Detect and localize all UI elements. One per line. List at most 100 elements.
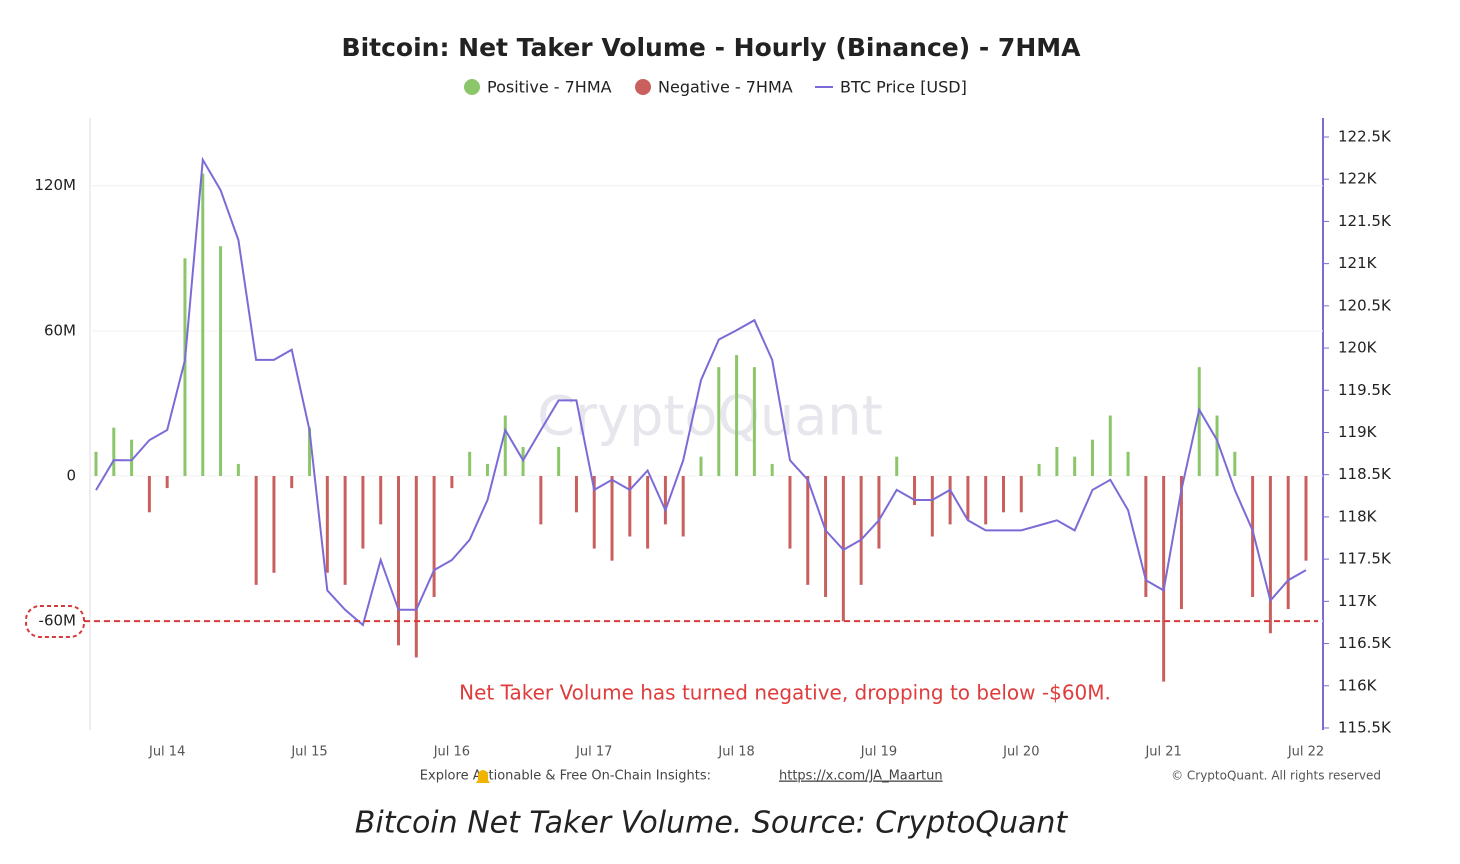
x-tick-label: Jul 19: [860, 745, 897, 760]
bar: [539, 476, 543, 525]
legend-swatch: [464, 79, 480, 95]
bar: [503, 415, 507, 477]
bar: [699, 456, 703, 477]
bar: [308, 427, 312, 477]
bar: [966, 476, 970, 520]
x-tick-label: Jul 22: [1287, 745, 1324, 760]
y-tick-label: -60M: [39, 612, 76, 630]
y2-tick-label: 118.5K: [1338, 465, 1392, 483]
y-tick-label: 60M: [44, 321, 76, 339]
bar: [201, 173, 205, 477]
bar: [574, 476, 578, 513]
bar: [1073, 456, 1077, 477]
bell-icon: [476, 770, 490, 783]
watermark: CryptoQuant: [537, 385, 883, 448]
caption: Bitcoin Net Taker Volume. Source: Crypto…: [355, 806, 1069, 841]
x-tick-label: Jul 15: [290, 745, 327, 760]
y2-tick-label: 122.5K: [1338, 127, 1392, 145]
chart-title: Bitcoin: Net Taker Volume - Hourly (Bina…: [342, 33, 1082, 62]
footer-text: Explore Actionable & Free On-Chain Insig…: [420, 769, 711, 784]
y2-tick-label: 121K: [1338, 254, 1378, 272]
bar: [930, 476, 934, 537]
bar: [361, 476, 365, 549]
bar: [984, 476, 988, 525]
copyright: © CryptoQuant. All rights reserved: [1171, 769, 1381, 783]
bar: [913, 476, 917, 506]
price-line: [95, 156, 1307, 627]
bar: [824, 476, 828, 597]
bar: [254, 476, 258, 585]
y2-tick-label: 122K: [1338, 170, 1378, 188]
bar: [610, 476, 614, 561]
bar: [1108, 415, 1112, 477]
bar: [877, 476, 881, 549]
bar: [770, 463, 774, 477]
annotation: Net Taker Volume has turned negative, dr…: [459, 681, 1111, 705]
y2-tick-label: 119.5K: [1338, 381, 1392, 399]
y2-tick-label: 116.5K: [1338, 634, 1392, 652]
bar: [592, 476, 596, 549]
x-tick-label: Jul 17: [575, 745, 612, 760]
bar: [112, 427, 116, 477]
x-tick-label: Jul 16: [433, 745, 470, 760]
y-tick-label: 0: [66, 467, 76, 485]
y2-tick-label: 120.5K: [1338, 296, 1392, 314]
bar: [557, 446, 561, 477]
legend-label: BTC Price [USD]: [840, 78, 967, 97]
y2-tick-label: 120K: [1338, 339, 1378, 357]
bar: [681, 476, 685, 537]
bar: [735, 355, 739, 477]
y2-tick-label: 121.5K: [1338, 212, 1392, 230]
bar: [752, 367, 756, 477]
bar: [397, 476, 400, 646]
bar: [1019, 476, 1023, 513]
bar: [485, 463, 489, 477]
legend-label: Negative - 7HMA: [658, 78, 793, 97]
bar: [1144, 476, 1148, 597]
bar: [147, 476, 151, 513]
footer-link[interactable]: https://x.com/JA_Maartun: [779, 769, 943, 784]
bar: [806, 476, 810, 585]
bar: [646, 476, 650, 549]
highlight-circle: [25, 605, 85, 638]
y2-tick-label: 117.5K: [1338, 550, 1392, 568]
bar: [414, 476, 418, 658]
bar: [290, 476, 294, 489]
bar: [1215, 415, 1219, 477]
x-tick-label: Jul 20: [1002, 745, 1039, 760]
bar: [1037, 463, 1041, 477]
bar: [1126, 451, 1130, 477]
legend-swatch: [635, 79, 651, 95]
bar: [788, 476, 792, 549]
bar: [717, 367, 721, 477]
bar: [1268, 476, 1272, 634]
bar: [183, 258, 187, 477]
bar: [432, 476, 436, 597]
bar: [1162, 476, 1166, 682]
bar: [94, 451, 98, 477]
x-tick-label: Jul 14: [148, 745, 185, 760]
bar: [1197, 367, 1201, 477]
legend-label: Positive - 7HMA: [487, 78, 612, 97]
bar: [1251, 476, 1255, 597]
bar: [1002, 476, 1005, 513]
bar: [859, 476, 863, 585]
y2-tick-label: 116K: [1338, 676, 1378, 694]
bar: [1090, 439, 1094, 477]
y2-tick-label: 119K: [1338, 423, 1378, 441]
bar: [1055, 446, 1059, 477]
y2-tick-label: 117K: [1338, 592, 1378, 610]
y2-tick-label: 118K: [1338, 507, 1378, 525]
bar: [272, 476, 276, 573]
bar: [1286, 476, 1290, 610]
bar: [1233, 451, 1237, 477]
bar: [663, 476, 667, 525]
bar: [165, 476, 169, 489]
x-tick-label: Jul 18: [717, 745, 754, 760]
bar: [219, 246, 223, 477]
bar: [450, 476, 454, 489]
bar: [236, 463, 240, 477]
bar: [379, 476, 383, 525]
bar: [343, 476, 347, 585]
